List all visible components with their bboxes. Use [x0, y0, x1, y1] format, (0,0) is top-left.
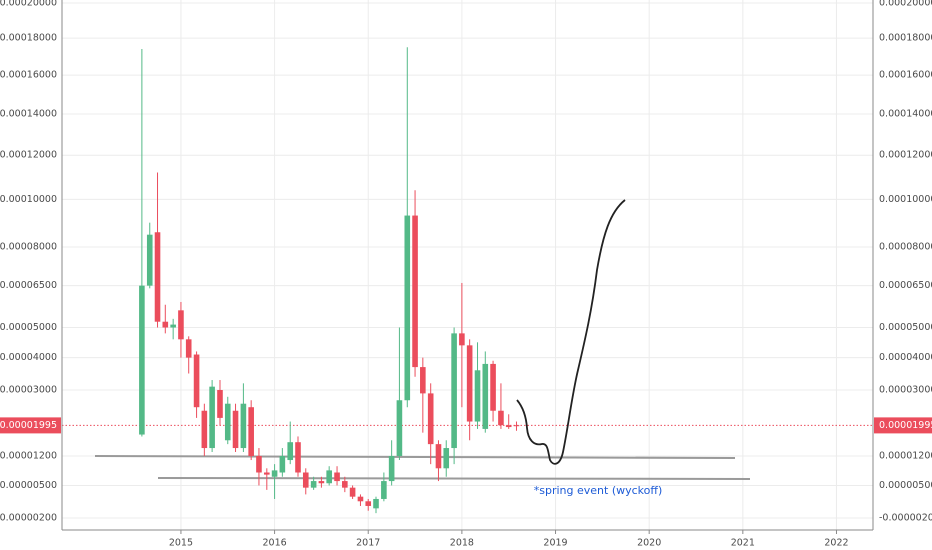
x-tick-label: 2021 [731, 538, 755, 549]
candle-body [342, 481, 348, 488]
candle-body [334, 472, 340, 482]
candle-body [474, 370, 481, 422]
y-tick-label: 0.00008000 [879, 241, 932, 252]
candle-body [264, 472, 270, 475]
candle-body [248, 407, 254, 456]
y-tick-label: 0.00000500 [879, 480, 932, 491]
candle-body [295, 442, 301, 473]
drawn-support-line [157, 477, 751, 480]
candle-body [185, 339, 192, 358]
candle-body [271, 470, 278, 477]
x-tick-label: 2015 [169, 538, 193, 549]
x-tick-label: 2016 [262, 538, 286, 549]
x-tick-label: 2018 [450, 538, 474, 549]
candle-body [396, 400, 403, 456]
candle-body [318, 481, 325, 484]
y-tick-label: 0.00014000 [0, 108, 57, 119]
y-tick-label: 0.00012000 [879, 150, 932, 161]
y-tick-label: 0.00001200 [879, 450, 932, 461]
candle-body [256, 455, 262, 473]
y-tick-label: 0.00004000 [879, 352, 932, 363]
price-label-box [874, 417, 932, 434]
candle-body [412, 215, 418, 368]
price-label: 0.00001995 [0, 420, 57, 431]
candle-body [404, 215, 411, 401]
drawn-projection-curve [516, 199, 626, 465]
y-tick-label: 0.00003000 [879, 385, 932, 396]
y-tick-label: 0.00005000 [879, 322, 932, 333]
candles [139, 47, 520, 514]
candle-body [435, 444, 442, 469]
y-tick-label: 0.00003000 [0, 385, 57, 396]
y-tick-label: 0.00010000 [879, 194, 932, 205]
y-tick-label: 0.00018000 [879, 33, 932, 44]
candle-body [139, 285, 145, 435]
price-label: 0.00001995 [879, 420, 932, 431]
candle-body [498, 410, 504, 426]
candle-body [279, 455, 286, 473]
y-tick-label: 0.00005000 [0, 322, 57, 333]
candle-body [513, 425, 520, 427]
candle-body [349, 487, 356, 497]
candle-body [373, 498, 379, 509]
candle-body [381, 481, 387, 499]
y-tick-label: 0.00006500 [0, 280, 57, 291]
x-tick-label: 2020 [637, 538, 661, 549]
candle-body [459, 333, 465, 346]
candle-body [302, 472, 309, 488]
y-tick-label: 0.00012000 [0, 150, 57, 161]
x-tick-label: 2019 [543, 538, 567, 549]
y-tick-label: 0.00020000 [0, 0, 57, 9]
annotation: *spring event (wyckoff) [534, 484, 663, 497]
candle-body [162, 321, 169, 328]
x-tick-label: 2017 [356, 538, 380, 549]
y-tick-label: 0.00001200 [0, 450, 57, 461]
candle-body [310, 481, 317, 488]
y-tick-label: 0.00016000 [879, 70, 932, 81]
candle-body [443, 448, 450, 469]
y-tick-label: 0.00016000 [0, 70, 57, 81]
candle-body [388, 455, 395, 482]
candle-body [490, 363, 496, 411]
candle-body [170, 324, 176, 328]
candle-body [224, 403, 231, 441]
y-tick-label: -0.00000200 [879, 513, 932, 524]
candle-body [154, 232, 161, 322]
candle-body [326, 470, 332, 484]
candle-body [466, 345, 473, 422]
candle-body [427, 393, 434, 445]
x-tick-label: 2022 [824, 538, 848, 549]
candle-body [482, 363, 489, 429]
candle-body [505, 425, 512, 428]
candle-body [178, 310, 184, 340]
candle-body [451, 333, 457, 449]
grid [62, 0, 873, 530]
drawn-support-line [94, 455, 736, 459]
candle-body [201, 410, 208, 449]
y-tick-label: 0.00018000 [0, 33, 57, 44]
candle-body [232, 410, 239, 449]
y-tick-label: 0.00008000 [0, 241, 57, 252]
candle-body [217, 390, 223, 418]
candle-body [365, 501, 372, 506]
candle-body [357, 496, 364, 502]
y-tick-label: 0.00004000 [0, 352, 57, 363]
price-label-box [0, 417, 61, 434]
y-tick-label: 0.00014000 [879, 108, 932, 119]
candle-body [209, 386, 215, 449]
y-tick-label: -0.00000200 [0, 513, 57, 524]
candle-body [146, 234, 153, 286]
candle-body [240, 403, 247, 449]
y-tick-label: 0.00006500 [879, 280, 932, 291]
candle-body [193, 354, 200, 408]
y-tick-label: 0.00020000 [879, 0, 932, 9]
y-tick-label: 0.00000500 [0, 480, 57, 491]
candle-body [420, 367, 426, 394]
candle-body [287, 442, 294, 461]
y-tick-label: 0.00010000 [0, 194, 57, 205]
